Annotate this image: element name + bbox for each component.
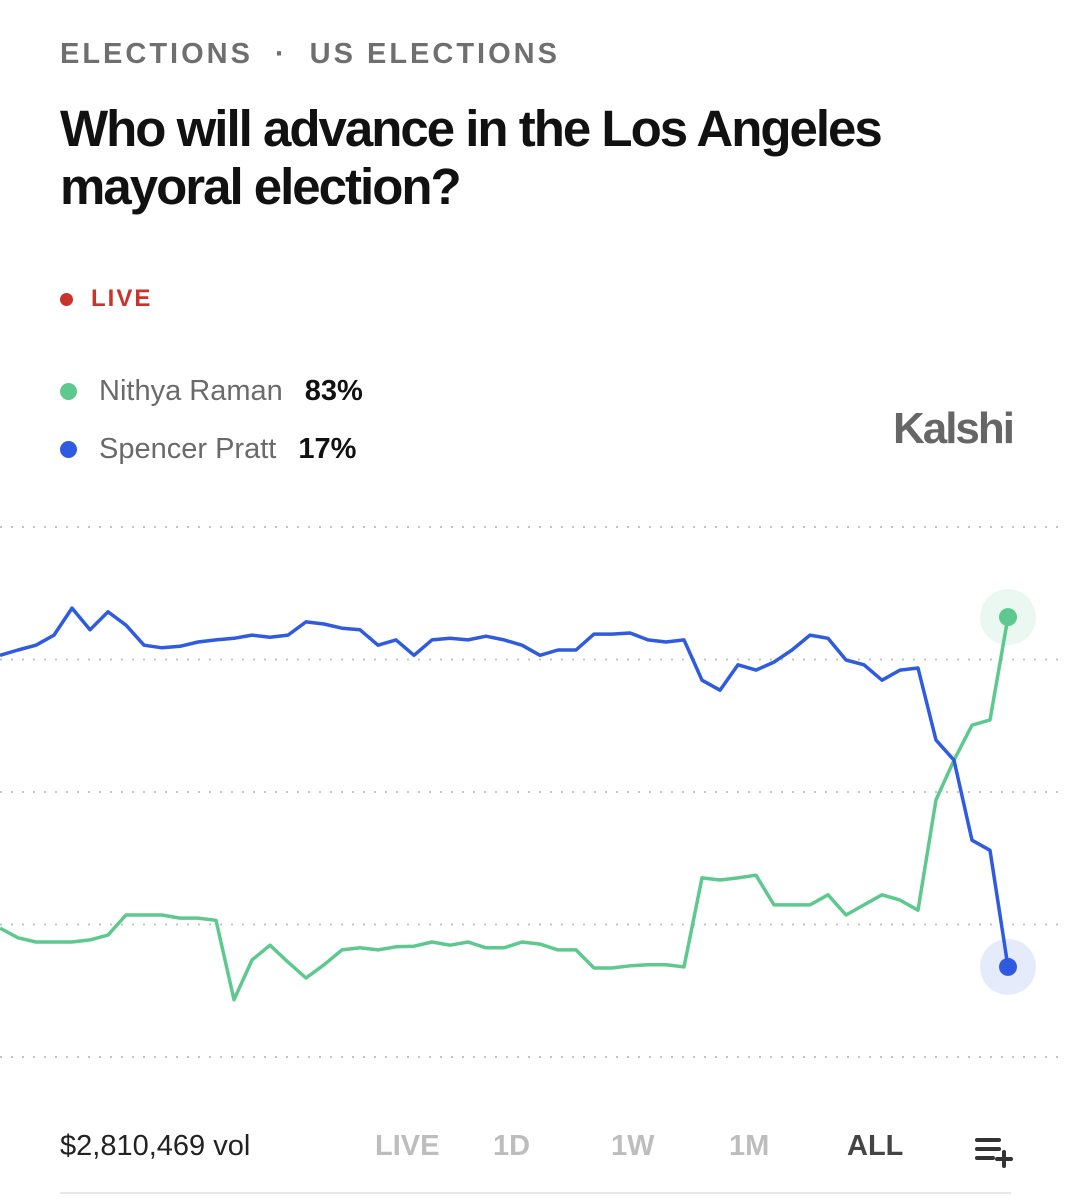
legend-item: Spencer Pratt 17% <box>60 420 363 478</box>
legend-value: 83% <box>304 374 363 407</box>
legend-name: Nithya Raman <box>99 374 283 407</box>
add-icon[interactable] <box>975 1136 1017 1168</box>
range-tab[interactable]: LIVE <box>375 1130 440 1162</box>
series-line <box>0 616 1010 1002</box>
divider <box>60 1192 1011 1194</box>
breadcrumb-separator: · <box>274 38 288 70</box>
legend-swatch <box>60 440 77 458</box>
breadcrumb-link[interactable]: ELECTIONS <box>60 38 253 70</box>
breadcrumb-link[interactable]: US ELECTIONS <box>309 38 560 70</box>
legend-item: Nithya Raman 83% <box>60 362 363 420</box>
brand-logo: Kalshi <box>892 404 1015 453</box>
range-tab[interactable]: 1W <box>611 1130 655 1162</box>
legend: Nithya Raman 83% Spencer Pratt 17% <box>60 362 363 478</box>
series-line <box>0 606 1010 968</box>
chart <box>0 526 1062 1058</box>
volume: $2,810,469 vol <box>60 1130 251 1162</box>
range-tab[interactable]: ALL <box>847 1130 904 1162</box>
live-status: LIVE <box>60 285 152 313</box>
breadcrumb: ELECTIONS · US ELECTIONS <box>60 38 560 71</box>
range-tab[interactable]: 1D <box>493 1130 531 1162</box>
live-dot <box>60 292 73 306</box>
range-tabs: LIVE 1D 1W 1M ALL <box>375 1130 965 1163</box>
endpoint-dot <box>999 957 1017 976</box>
range-tab[interactable]: 1M <box>729 1130 770 1162</box>
legend-name: Spencer Pratt <box>99 432 277 465</box>
title: Who will advance in the Los Angeles mayo… <box>60 100 883 215</box>
legend-swatch <box>60 382 77 400</box>
live-label: LIVE <box>91 285 153 312</box>
legend-value: 17% <box>298 432 357 465</box>
endpoint-dot <box>999 608 1017 627</box>
